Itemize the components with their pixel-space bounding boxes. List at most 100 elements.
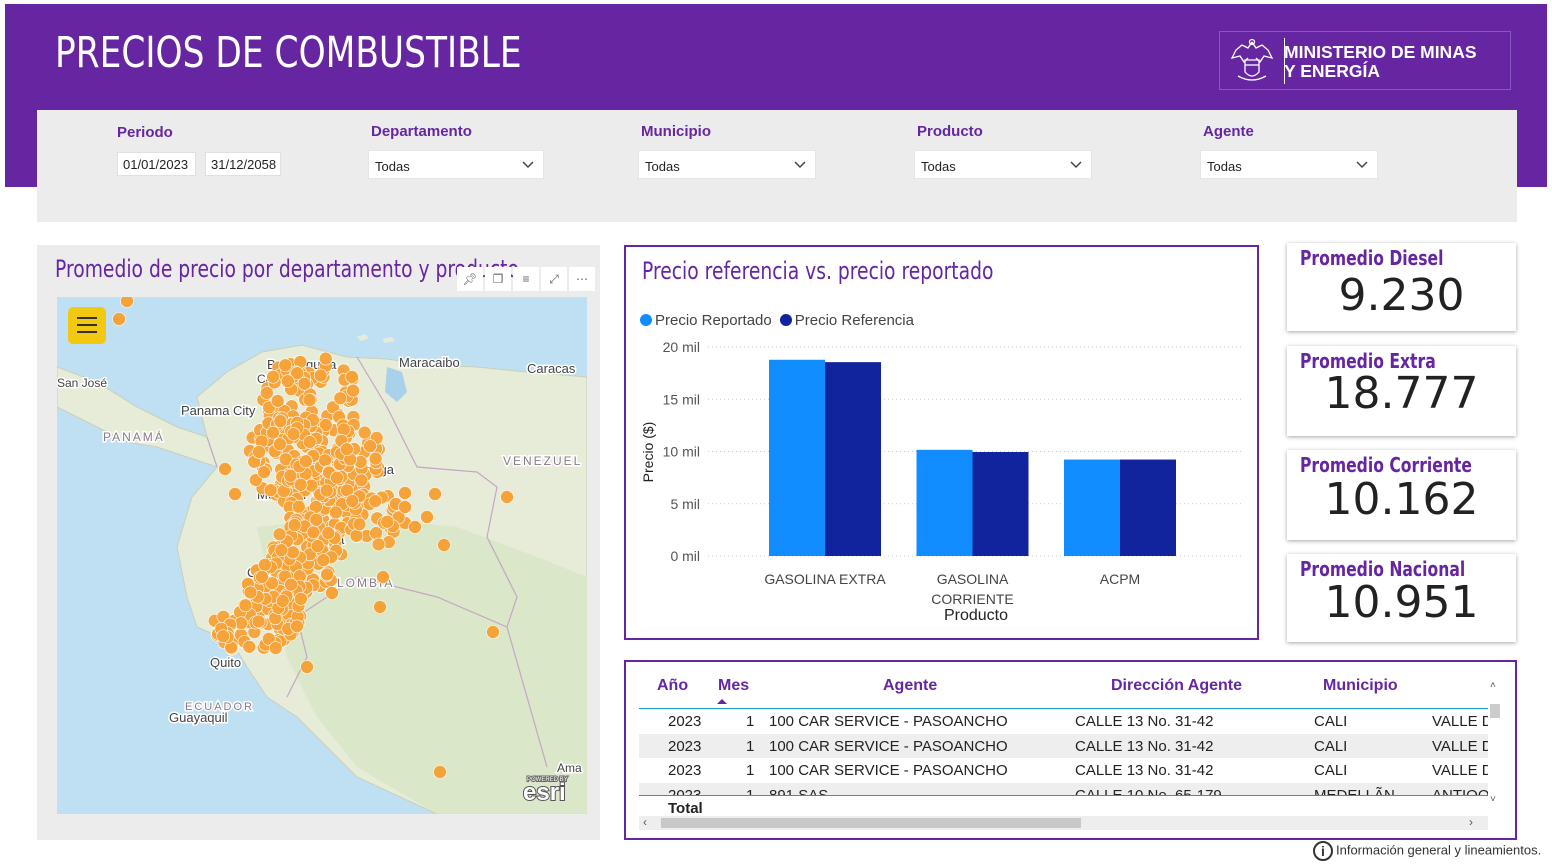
station-marker[interactable] [300,660,314,674]
station-marker[interactable] [292,499,306,514]
station-marker[interactable] [319,483,334,498]
column-header-agente[interactable]: Agente [883,677,938,694]
station-marker[interactable] [354,473,369,488]
table-row[interactable]: 2023 1 100 CAR SERVICE - PASOANCHO CALLE 13… [639,758,1488,782]
station-marker[interactable] [274,543,289,557]
departamento-dropdown[interactable]: Todas [368,150,544,179]
periodo-end-input[interactable]: 31/12/2058 [205,152,281,176]
bar-referencia[interactable] [1120,459,1176,556]
station-marker[interactable] [218,462,232,476]
station-marker[interactable] [357,425,372,440]
station-marker[interactable] [398,500,412,514]
filter-icon[interactable]: ≡ [513,267,539,291]
legend-item-referencia[interactable]: Precio Referencia [779,312,914,329]
station-marker[interactable] [318,418,333,432]
station-marker[interactable] [433,765,447,779]
station-marker[interactable] [340,442,354,456]
column-header-ano[interactable]: Año [657,677,689,694]
station-marker[interactable] [316,553,331,567]
column-header-mes[interactable]: Mes [718,677,750,694]
station-marker[interactable] [266,370,280,384]
periodo-start-input[interactable]: 01/01/2023 [117,152,196,176]
station-marker[interactable] [216,629,230,644]
table-row[interactable]: 2023 1 891 SAS CALLE 10 No. 65-179 MEDELLÃ­N… [639,782,1488,796]
station-marker[interactable] [120,297,134,308]
station-marker[interactable] [326,400,340,415]
station-marker[interactable] [363,439,377,453]
station-marker[interactable] [325,586,339,600]
station-marker[interactable] [408,520,422,534]
station-marker[interactable] [283,468,298,483]
station-marker[interactable] [284,577,298,592]
station-marker[interactable] [345,494,360,508]
station-marker[interactable] [266,425,280,440]
station-marker[interactable] [273,414,288,428]
station-marker[interactable] [270,394,285,408]
station-marker[interactable] [345,370,359,384]
bar-reportado[interactable] [769,359,825,556]
station-marker[interactable] [238,598,253,613]
station-marker[interactable] [251,614,266,629]
station-marker[interactable] [265,576,279,591]
station-marker[interactable] [373,600,387,614]
scroll-down-icon[interactable]: ˅ [1490,794,1496,805]
map-view[interactable]: BarranquillaCartagenaMaracaiboCaracasSan… [57,297,587,814]
station-marker[interactable] [500,490,514,504]
station-marker[interactable] [286,427,301,441]
station-marker[interactable] [309,513,324,527]
station-marker[interactable] [329,505,343,520]
map-canvas[interactable]: BarranquillaCartagenaMaracaiboCaracasSan… [57,297,587,814]
station-marker[interactable] [290,366,304,380]
station-marker[interactable] [380,514,395,529]
station-marker[interactable] [258,557,272,572]
bar-reportado[interactable] [1064,459,1120,556]
station-marker[interactable] [428,487,442,501]
scroll-right-icon[interactable]: › [1469,815,1473,829]
station-marker[interactable] [336,422,351,437]
station-marker[interactable] [243,585,258,600]
station-marker[interactable] [371,537,386,552]
scroll-up-icon[interactable]: ˄ [1490,680,1496,691]
station-marker[interactable] [228,487,242,501]
station-marker[interactable] [346,383,360,398]
station-marker[interactable] [302,435,317,449]
station-marker[interactable] [281,374,295,388]
station-marker[interactable] [297,377,312,391]
station-marker[interactable] [368,451,383,466]
station-marker[interactable] [420,510,434,524]
bar-referencia[interactable] [972,452,1029,556]
agente-dropdown[interactable]: Todas [1200,150,1378,179]
scroll-left-icon[interactable]: ‹ [643,815,647,829]
vertical-scrollbar[interactable]: ˄ ˅ [1488,678,1502,808]
station-marker[interactable] [255,570,269,584]
station-marker[interactable] [368,494,383,508]
station-marker[interactable] [299,454,313,468]
bar-reportado[interactable] [916,449,973,556]
station-marker[interactable] [320,567,334,582]
map-layers-menu-button[interactable] [68,307,106,344]
station-marker[interactable] [260,386,274,400]
focus-mode-icon[interactable]: ⤢ [541,267,567,291]
station-marker[interactable] [262,631,276,646]
horizontal-scrollbar[interactable]: ‹ › [639,815,1488,830]
station-marker[interactable] [330,470,344,485]
scroll-thumb-h[interactable] [661,818,1081,828]
scroll-thumb[interactable] [1490,704,1500,718]
station-marker[interactable] [293,478,308,492]
legend-item-reportado[interactable]: Precio Reportado [640,312,772,329]
station-marker[interactable] [333,391,348,406]
station-marker[interactable] [272,527,287,542]
station-marker[interactable] [321,526,336,540]
station-marker[interactable] [318,453,332,468]
station-marker[interactable] [252,445,266,459]
station-marker[interactable] [349,529,364,543]
station-marker[interactable] [263,483,278,497]
station-marker[interactable] [287,518,302,532]
station-marker[interactable] [376,570,390,584]
station-marker[interactable] [313,368,328,383]
station-marker[interactable] [294,592,308,606]
station-marker[interactable] [278,358,293,372]
more-options-icon[interactable]: ⋯ [569,267,595,291]
station-marker[interactable] [486,625,500,639]
column-header-municipio[interactable]: Municipio [1323,677,1398,694]
